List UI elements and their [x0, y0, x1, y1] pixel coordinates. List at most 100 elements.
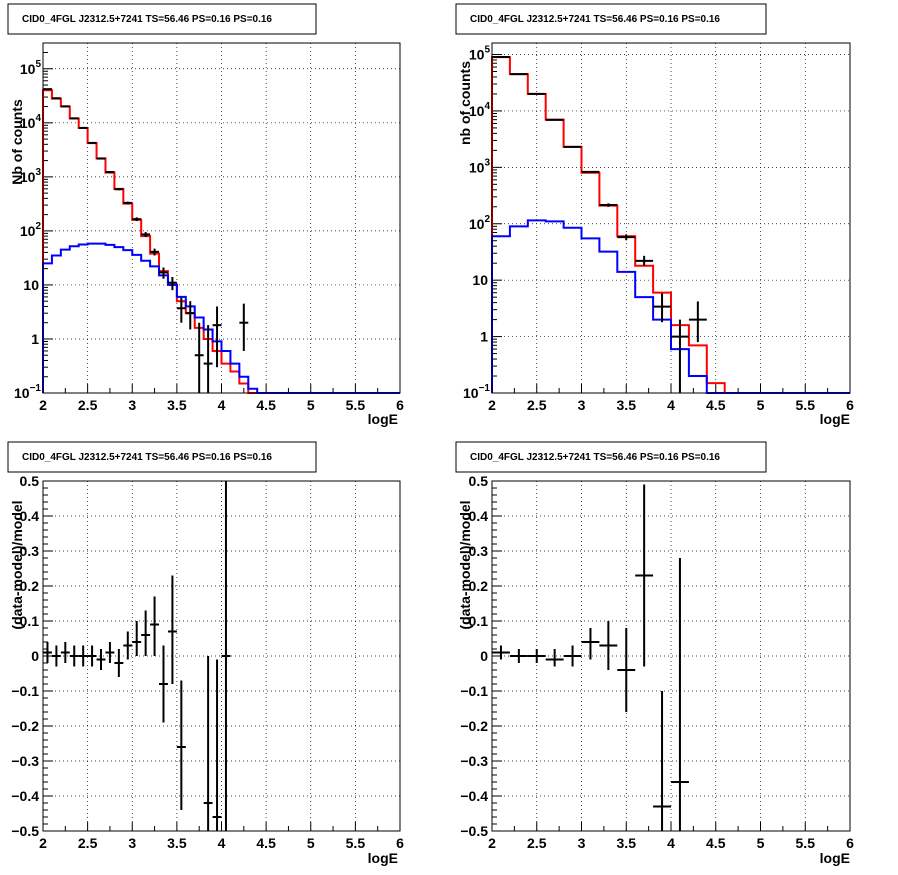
x-tick-label: 4.5	[706, 835, 726, 851]
plot-area: 2 2.5 3 3.5 4 4.5 5 5.5 6 −0.5 −0.4 −0.3 −0.2 −0.1 0 0.…	[460, 473, 854, 851]
y-tick-label: −0.1	[460, 683, 488, 699]
y-tick-label: −0.5	[460, 823, 488, 839]
x-tick-label: 5	[757, 835, 765, 851]
x-tick-label: 2.5	[527, 397, 547, 413]
x-tick-label: 2.5	[78, 397, 98, 413]
y-tick-label: 103	[20, 167, 42, 185]
y-tick-label: −0.4	[11, 788, 39, 804]
x-tick-label: 3	[578, 835, 586, 851]
plot-area: 2 2.5 3 3.5 4 4.5 5 5.5 6 10−1 1 10 102 103 104 105	[14, 43, 404, 413]
y-tick-label: 0.2	[469, 578, 489, 594]
x-tick-label: 3	[128, 835, 136, 851]
y-tick-label: 102	[20, 221, 42, 239]
y-tick-label: −0.3	[11, 753, 39, 769]
plot-area: 2 2.5 3 3.5 4 4.5 5 5.5 6 −0.5 −0.4 −0.3 −0.2 −0.1 0 0.…	[11, 473, 404, 851]
x-tick-label: 6	[846, 397, 854, 413]
title-box	[455, 441, 767, 473]
y-tick-label: 1	[480, 329, 488, 345]
x-axis-title: logE	[820, 411, 850, 427]
y-tick-label: 0.1	[20, 613, 40, 629]
x-tick-label: 2	[488, 397, 496, 413]
y-axis-title: (data-model)/model	[9, 500, 25, 629]
model-source-histogram	[42, 242, 400, 394]
x-tick-label: 3.5	[167, 397, 187, 413]
y-tick-label: 0.3	[469, 543, 489, 559]
plot-frame	[42, 42, 401, 394]
y-tick-label: −0.1	[11, 683, 39, 699]
x-tick-label: 2.5	[78, 835, 98, 851]
y-tick-label: −0.2	[11, 718, 39, 734]
x-tick-label: 4	[218, 835, 226, 851]
title-box	[7, 3, 317, 35]
x-tick-label: 5	[307, 835, 315, 851]
panel-residuals-left: CID0_4FGL J2312.5+7241 TS=56.46 PS=0.16 …	[7, 441, 404, 866]
plot-area: 2 2.5 3 3.5 4 4.5 5 5.5 6 10−1 1 10 102 103 104 105	[463, 43, 854, 413]
x-tick-label: 5.5	[346, 397, 366, 413]
x-tick-label: 3.5	[617, 835, 637, 851]
x-tick-label: 2	[39, 397, 47, 413]
y-tick-label: 0.2	[20, 578, 40, 594]
y-tick-label: −0.5	[11, 823, 39, 839]
x-tick-label: 4.5	[256, 835, 276, 851]
x-tick-label: 4	[218, 397, 226, 413]
panel-title: CID0_4FGL J2312.5+7241 TS=56.46 PS=0.16 …	[22, 452, 272, 463]
title-box	[7, 441, 317, 473]
x-tick-label: 5	[307, 397, 315, 413]
y-tick-label: 10	[23, 277, 39, 293]
y-tick-label: 104	[469, 101, 491, 119]
x-axis-title: logE	[368, 850, 398, 866]
x-tick-label: 6	[846, 835, 854, 851]
x-tick-label: 4.5	[706, 397, 726, 413]
y-tick-label: −0.3	[460, 753, 488, 769]
x-tick-label: 4.5	[256, 397, 276, 413]
y-axis-title: nb of counts	[457, 61, 473, 145]
y-tick-label: 0	[31, 648, 39, 664]
x-tick-label: 3.5	[167, 835, 187, 851]
x-tick-label: 3	[578, 397, 586, 413]
x-tick-label: 3.5	[617, 397, 637, 413]
x-tick-label: 5.5	[796, 397, 816, 413]
x-tick-label: 2.5	[527, 835, 547, 851]
plot-frame	[491, 480, 851, 832]
y-tick-label: 10−1	[14, 383, 41, 401]
y-axis-title: (data-model)/model	[457, 500, 473, 629]
y-axis-title: Nb of counts	[9, 99, 25, 185]
y-tick-label: −0.2	[460, 718, 488, 734]
x-tick-label: 5.5	[796, 835, 816, 851]
y-tick-label: 104	[20, 113, 42, 131]
x-axis-title: logE	[368, 411, 398, 427]
x-tick-label: 3	[128, 397, 136, 413]
y-tick-label: 10	[472, 272, 488, 288]
x-tick-label: 5	[757, 397, 765, 413]
y-tick-label: 10−1	[463, 383, 490, 401]
panel-counts-right: CID0_4FGL J2312.5+7241 TS=56.46 PS=0.16 …	[455, 3, 854, 427]
y-tick-label: 105	[469, 45, 491, 63]
panel-counts-left: CID0_4FGL J2312.5+7241 TS=56.46 PS=0.16 …	[7, 3, 404, 427]
y-tick-label: 0.3	[20, 543, 40, 559]
panel-residuals-right: CID0_4FGL J2312.5+7241 TS=56.46 PS=0.16 …	[455, 441, 854, 866]
y-tick-label: 1	[31, 331, 39, 347]
x-tick-label: 5.5	[346, 835, 366, 851]
plot-frame	[42, 480, 401, 832]
panel-title: CID0_4FGL J2312.5+7241 TS=56.46 PS=0.16 …	[22, 14, 272, 25]
y-tick-label: 105	[20, 59, 42, 77]
y-tick-label: 0.4	[20, 508, 40, 524]
y-tick-label: 102	[469, 214, 491, 232]
panel-title: CID0_4FGL J2312.5+7241 TS=56.46 PS=0.16 …	[470, 452, 720, 463]
y-tick-label: −0.4	[460, 788, 488, 804]
title-box	[455, 3, 767, 35]
y-tick-label: 0	[480, 648, 488, 664]
x-axis-title: logE	[820, 850, 850, 866]
y-tick-label: 0.1	[469, 613, 489, 629]
y-tick-label: 0.5	[469, 473, 489, 489]
plot-frame	[491, 42, 851, 394]
x-tick-label: 6	[396, 397, 404, 413]
y-tick-label: 0.4	[469, 508, 489, 524]
x-tick-label: 6	[396, 835, 404, 851]
x-tick-label: 4	[667, 397, 675, 413]
y-tick-label: 103	[469, 157, 491, 175]
x-tick-label: 4	[667, 835, 675, 851]
y-tick-label: 0.5	[20, 473, 40, 489]
x-tick-label: 2	[488, 835, 496, 851]
